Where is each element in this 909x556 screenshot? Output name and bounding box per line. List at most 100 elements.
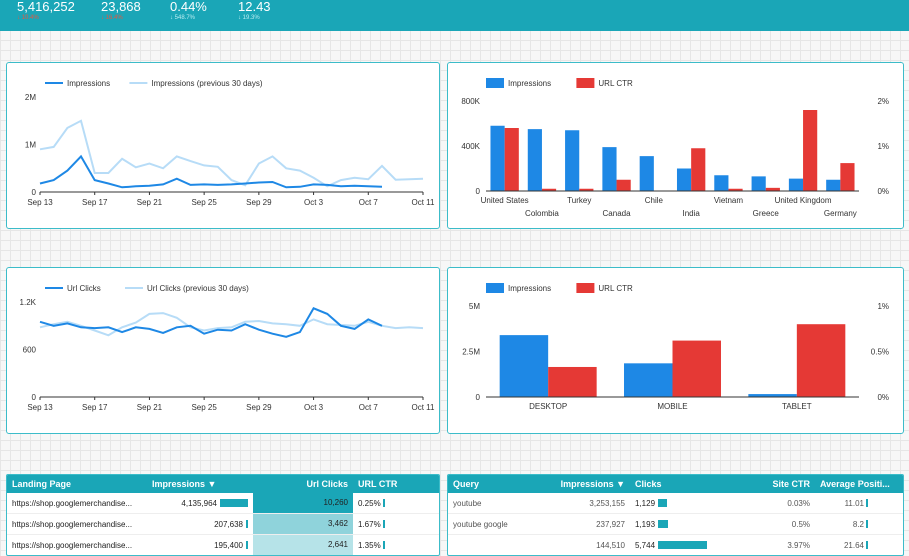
bar-impressions[interactable] (527, 129, 542, 191)
bar-url-ctr[interactable] (616, 179, 631, 191)
query-table: Query Impressions ▼ Clicks Site CTR Aver… (447, 474, 904, 556)
cell-url-clicks: 2,641 (253, 535, 353, 555)
legend-label[interactable]: Url Clicks (previous 30 days) (147, 284, 249, 293)
table-row[interactable]: https://shop.googlemerchandise... 195,400… (7, 535, 439, 555)
cell-query[interactable]: youtube (453, 498, 482, 508)
x-category-label: TABLET (782, 402, 812, 411)
table-row[interactable]: https://shop.googlemerchandise... 207,638… (7, 514, 439, 535)
bar-impressions[interactable] (748, 394, 797, 397)
bar-impressions[interactable] (639, 156, 654, 191)
cell-url-ctr: 1.35% (353, 541, 433, 550)
series-line-impressions-previous-30-days-[interactable] (39, 119, 424, 188)
bar-url-ctr[interactable] (548, 366, 597, 397)
bar-impressions[interactable] (624, 363, 673, 397)
bar-impressions[interactable] (499, 335, 549, 397)
x-tick-label: Oct 7 (359, 403, 379, 412)
x-tick-label: Sep 17 (82, 198, 108, 207)
bar-url-ctr[interactable] (765, 187, 780, 191)
legend-swatch (486, 78, 504, 88)
y-tick-label: 0 (32, 188, 37, 197)
bar-impressions[interactable] (826, 179, 841, 191)
y-tick-label: 2.5M (462, 348, 480, 357)
y2-tick-label: 0% (877, 187, 889, 196)
bar-url-ctr[interactable] (803, 110, 818, 191)
cell-impressions: 144,510 (596, 540, 625, 550)
legend-label[interactable]: Impressions (508, 284, 551, 293)
table-row[interactable]: youtube google 237,927 1,193 0.5% 8.2 (448, 514, 903, 535)
cell-landing-page[interactable]: https://shop.googlemerchandise... (12, 498, 133, 508)
bar-url-ctr[interactable] (840, 163, 855, 191)
x-category-label: Turkey (567, 196, 591, 205)
impressions-time-series-chart[interactable]: Impressions Impressions (previous 30 days… (6, 62, 440, 229)
series-line-url-clicks-previous-30-days-[interactable] (39, 312, 424, 337)
cell-average-position: 21.64 (815, 541, 873, 550)
column-header-landing-page[interactable]: Landing Page (12, 479, 72, 489)
cell-landing-page[interactable]: https://shop.googlemerchandise... (12, 519, 133, 529)
table-row[interactable]: https://shop.googlemerchandise... 4,135,9… (7, 493, 439, 514)
bar-impressions[interactable] (602, 147, 617, 191)
legend-label[interactable]: URL CTR (598, 284, 633, 293)
column-header-url-ctr[interactable]: URL CTR (358, 479, 398, 489)
x-tick-label: Oct 11 (412, 198, 436, 207)
column-header-impressions[interactable]: Impressions ▼ (560, 479, 625, 489)
y-tick-label: 0 (32, 393, 37, 402)
cell-impressions: 4,135,964 (147, 499, 253, 508)
column-header-site-ctr[interactable]: Site CTR (772, 479, 810, 489)
y-tick-label: 600 (23, 346, 37, 355)
kpi-value: 0.44% (170, 0, 207, 14)
table-row[interactable]: 144,510 5,744 3.97% 21.64 (448, 535, 903, 555)
cell-value: 1,193 (635, 519, 656, 529)
bar-url-ctr[interactable] (541, 188, 557, 191)
cell-value: 5,744 (635, 540, 656, 550)
kpi-clicks[interactable]: 23,868 ↓ 16.4% (101, 0, 141, 21)
bar-impressions[interactable] (490, 125, 505, 191)
series-line-url-clicks[interactable] (39, 307, 383, 338)
bar-chart-svg: Impressions URL CTR 0 2.5M 5M 0% 0.5% 1% DESKTOP… (462, 283, 889, 411)
cell-value: 1.35% (358, 540, 381, 550)
bar-url-ctr[interactable] (504, 128, 519, 191)
bar-impressions[interactable] (565, 130, 580, 191)
kpi-ctr[interactable]: 0.44% ↓ 548.7% (170, 0, 207, 21)
bar-url-ctr[interactable] (579, 188, 594, 191)
x-tick-label: Sep 13 (27, 403, 53, 412)
bar-impressions[interactable] (714, 175, 729, 191)
legend-label[interactable]: Impressions (67, 79, 110, 88)
column-header-average-position[interactable]: Average Positi... (820, 479, 890, 489)
kpi-delta: ↓ 16.4% (101, 15, 123, 21)
bar-impressions[interactable] (751, 176, 766, 191)
table-row[interactable]: youtube 3,253,155 1,129 0.03% 11.01 (448, 493, 903, 514)
bar-url-ctr[interactable] (728, 188, 743, 191)
legend-label[interactable]: Impressions (previous 30 days) (151, 79, 262, 88)
cell-query[interactable]: youtube google (453, 519, 508, 529)
x-category-label: Vietnam (714, 196, 744, 205)
bar-url-ctr[interactable] (796, 324, 846, 397)
impressions-by-country-chart[interactable]: Impressions URL CTR 0 400K 800K 0% 1% 2% United … (447, 62, 904, 229)
x-tick-label: Oct 3 (304, 403, 324, 412)
kpi-impressions[interactable]: 5,416,252 ↓ 10.4% (17, 0, 75, 21)
bar-url-ctr[interactable] (672, 340, 721, 397)
url-clicks-time-series-chart[interactable]: Url Clicks Url Clicks (previous 30 days) 0… (6, 267, 440, 434)
kpi-average-position[interactable]: 12.43 ↓ 19.3% (238, 0, 271, 21)
kpi-value: 5,416,252 (17, 0, 75, 14)
series-line-impressions[interactable] (39, 154, 383, 189)
table-header: Landing Page Impressions ▼ Url Clicks UR… (7, 475, 439, 493)
legend-label[interactable]: URL CTR (598, 79, 633, 88)
column-header-query[interactable]: Query (453, 479, 480, 489)
bar-impressions[interactable] (788, 178, 804, 191)
line-chart-svg: Url Clicks Url Clicks (previous 30 days) 0… (20, 284, 436, 412)
column-header-clicks[interactable]: Clicks (635, 479, 662, 489)
bar-url-ctr[interactable] (691, 148, 706, 191)
bar-impressions[interactable] (676, 168, 692, 192)
y2-tick-label: 2% (877, 97, 889, 106)
y-tick-label: 0 (476, 187, 481, 196)
column-header-impressions[interactable]: Impressions ▼ (152, 479, 217, 489)
legend-label[interactable]: Url Clicks (67, 284, 101, 293)
y2-tick-label: 0% (877, 393, 889, 402)
cell-average-position: 11.01 (815, 499, 873, 508)
column-header-url-clicks[interactable]: Url Clicks (306, 479, 348, 489)
cell-landing-page[interactable]: https://shop.googlemerchandise... (12, 540, 133, 550)
x-category-label: India (682, 209, 700, 218)
impressions-by-device-chart[interactable]: Impressions URL CTR 0 2.5M 5M 0% 0.5% 1% DESKTOP… (447, 267, 904, 434)
y-tick-label: 1M (25, 141, 36, 150)
legend-label[interactable]: Impressions (508, 79, 551, 88)
